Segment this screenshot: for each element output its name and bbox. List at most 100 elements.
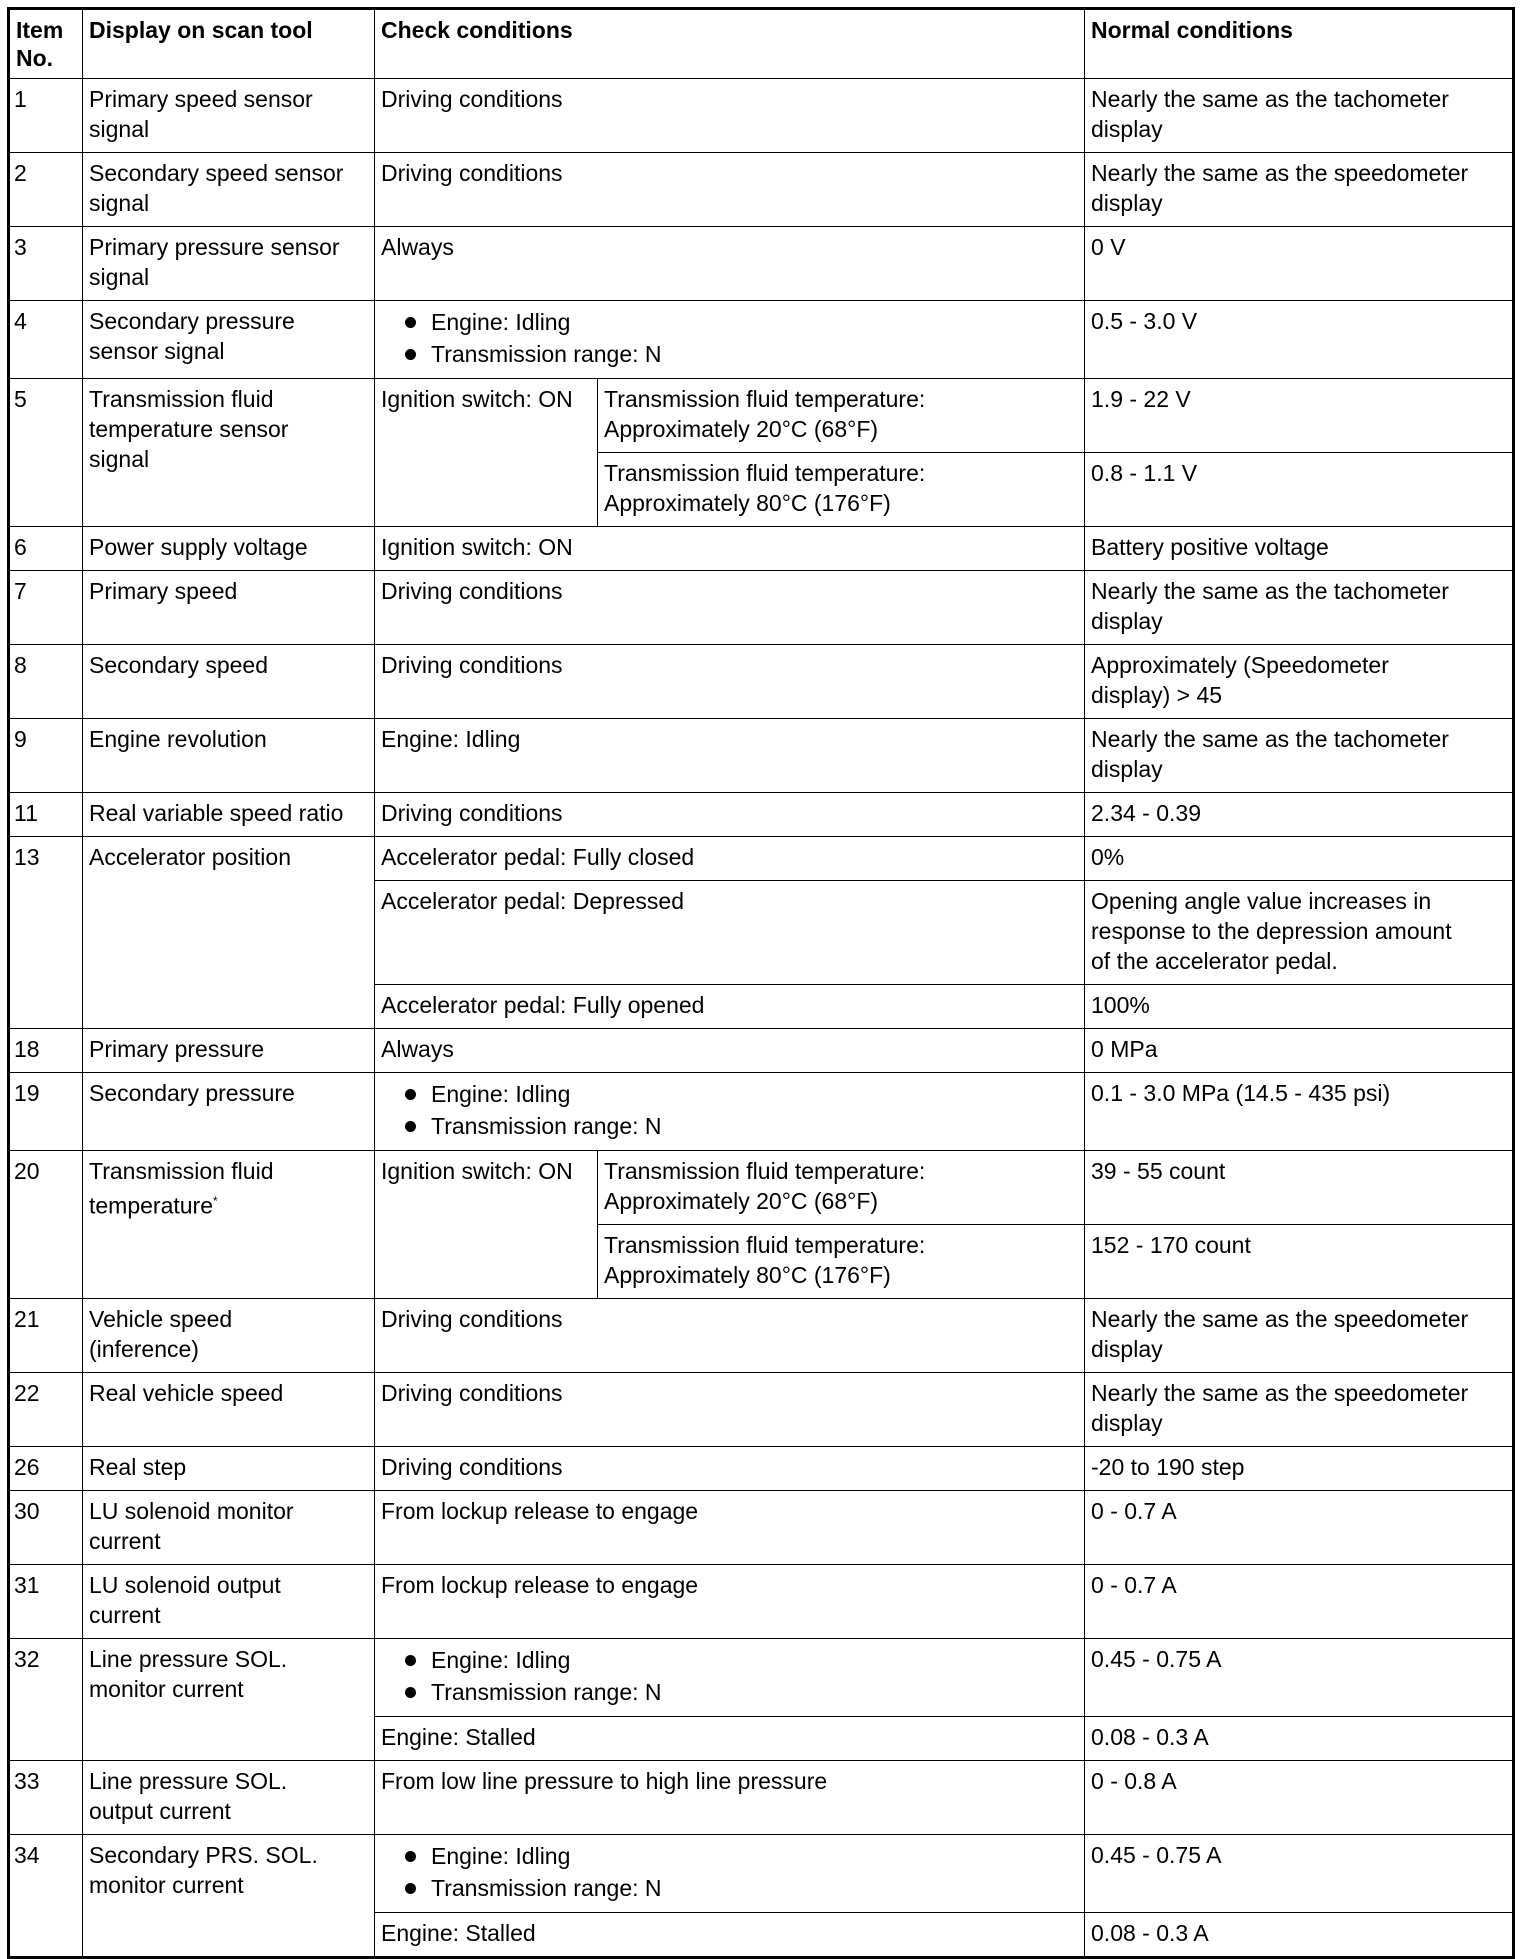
normal-condition: Nearly the same as the speedometer displ… [1084, 1372, 1515, 1447]
condition-bullet-item: Transmission range: N [401, 338, 1078, 370]
check-condition: Ignition switch: ON [373, 526, 1086, 571]
normal-condition: Approximately (Speedometer display) > 45 [1084, 644, 1515, 719]
table-row: 6 Power supply voltage Ignition switch: ON… [8, 526, 1515, 571]
check-condition: Driving conditions [373, 792, 1086, 837]
normal-condition: 2.34 - 0.39 [1084, 792, 1515, 837]
display-on-scan-tool: Real variable speed ratio [82, 792, 375, 837]
table-row: Transmission fluid temperature: Approxim… [9, 1224, 1515, 1299]
table-row: 31 LU solenoid output current From lockup … [8, 1564, 1515, 1639]
scan-tool-reference-table: Item No. Display on scan tool Check cond… [7, 7, 1516, 1959]
table-row: 34 Secondary PRS. SOL. monitor current Eng… [8, 1834, 1515, 1958]
normal-condition: 0.45 - 0.75 A [1084, 1638, 1515, 1717]
check-condition: From low line pressure to high line pres… [373, 1760, 1086, 1835]
item-number: 22 [8, 1372, 83, 1447]
item-number: 21 [8, 1298, 83, 1373]
check-condition: Engine: Idling Transmission range: N [373, 1834, 1086, 1913]
check-condition: Accelerator pedal: Fully closed [373, 836, 1086, 881]
normal-condition: 0.5 - 3.0 V [1084, 300, 1515, 379]
condition-bullet-item: Engine: Idling [401, 1644, 1078, 1676]
check-condition: Engine: Idling [373, 718, 1086, 793]
table-row: 5 Transmission fluid temperature sensor s… [8, 378, 1515, 527]
footnote-marker: * [213, 1194, 218, 1208]
condition-list: Engine: Idling Transmission range: N [381, 1840, 1078, 1904]
condition-list: Engine: Idling Transmission range: N [381, 306, 1078, 370]
display-on-scan-tool: Secondary speed sensor signal [82, 152, 375, 227]
item-number: 4 [8, 300, 83, 379]
item-number: 6 [8, 526, 83, 571]
table-row: 1 Primary speed sensor signal Driving cond… [8, 78, 1515, 153]
check-condition: Accelerator pedal: Depressed [373, 880, 1086, 985]
check-condition: Driving conditions [373, 1372, 1086, 1447]
item-number: 20 [8, 1150, 83, 1299]
normal-condition: Nearly the same as the tachometer displa… [1084, 570, 1515, 645]
normal-condition: 0.08 - 0.3 A [1084, 1716, 1515, 1761]
display-on-scan-tool: Transmission fluid temperature* [82, 1150, 375, 1299]
table-row: 11 Real variable speed ratio Driving condi… [8, 792, 1515, 837]
normal-condition: Opening angle value increases in respons… [1084, 880, 1515, 985]
check-condition: Engine: Idling Transmission range: N [373, 300, 1086, 379]
display-on-scan-tool: Primary speed [82, 570, 375, 645]
table-row: 32 Line pressure SOL. monitor current Engi… [8, 1638, 1515, 1761]
display-on-scan-tool: Accelerator position [82, 836, 375, 1029]
display-on-scan-tool: Engine revolution [82, 718, 375, 793]
table-row: Accelerator pedal: Depressed Opening angl… [9, 880, 1515, 985]
condition-bullet-item: Engine: Idling [401, 306, 1078, 338]
normal-condition: 0.8 - 1.1 V [1084, 452, 1515, 527]
check-condition-group: Ignition switch: ON [374, 378, 598, 527]
display-on-scan-tool: Secondary PRS. SOL. monitor current [82, 1834, 375, 1958]
check-condition: Always [373, 226, 1086, 301]
display-on-scan-tool: Real step [82, 1446, 375, 1491]
check-condition: Driving conditions [373, 1298, 1086, 1373]
item-number: 26 [8, 1446, 83, 1491]
display-on-scan-tool: Primary speed sensor signal [82, 78, 375, 153]
check-condition: Driving conditions [373, 570, 1086, 645]
normal-condition: 0.45 - 0.75 A [1084, 1834, 1515, 1913]
display-on-scan-tool: Secondary speed [82, 644, 375, 719]
display-on-scan-tool: Real vehicle speed [82, 1372, 375, 1447]
item-number: 3 [8, 226, 83, 301]
item-number: 19 [8, 1072, 83, 1151]
document: Item No. Display on scan tool Check cond… [7, 7, 1516, 1959]
normal-condition: 0% [1084, 836, 1515, 881]
normal-condition: 39 - 55 count [1084, 1150, 1515, 1225]
item-number: 1 [8, 78, 83, 153]
display-on-scan-tool: Primary pressure sensor signal [82, 226, 375, 301]
display-on-scan-tool: Primary pressure [82, 1028, 375, 1073]
table-row: Accelerator pedal: Fully opened 100% [9, 984, 1515, 1029]
display-on-scan-tool: Vehicle speed (inference) [82, 1298, 375, 1373]
table-row: 13 Accelerator position Accelerator pedal:… [8, 836, 1515, 1029]
check-condition: From lockup release to engage [373, 1490, 1086, 1565]
item-number: 8 [8, 644, 83, 719]
normal-condition: Nearly the same as the tachometer displa… [1084, 78, 1515, 153]
item-number: 11 [8, 792, 83, 837]
normal-condition: 0 - 0.8 A [1084, 1760, 1515, 1835]
condition-bullet-item: Transmission range: N [401, 1872, 1078, 1904]
item-number: 31 [8, 1564, 83, 1639]
normal-condition: Battery positive voltage [1084, 526, 1515, 571]
table-row: 30 LU solenoid monitor current From lockup… [8, 1490, 1515, 1565]
check-condition-group: Ignition switch: ON [374, 1150, 598, 1299]
header-normal-conditions: Normal conditions [1084, 8, 1515, 79]
condition-bullet-item: Engine: Idling [401, 1078, 1078, 1110]
check-condition: Engine: Stalled [373, 1912, 1086, 1958]
check-sub-condition: Transmission fluid temperature: Approxim… [596, 452, 1086, 527]
condition-bullet-item: Engine: Idling [401, 1840, 1078, 1872]
display-on-scan-tool: Transmission fluid temperature sensor si… [82, 378, 375, 527]
header-item-no: Item No. [8, 8, 83, 79]
normal-condition: -20 to 190 step [1084, 1446, 1515, 1491]
condition-list: Engine: Idling Transmission range: N [381, 1078, 1078, 1142]
table-row: 33 Line pressure SOL. output current From … [8, 1760, 1515, 1835]
table-row: 18 Primary pressure Always 0 MPa [8, 1028, 1515, 1073]
display-on-scan-tool: LU solenoid output current [82, 1564, 375, 1639]
check-condition: Engine: Idling Transmission range: N [373, 1072, 1086, 1151]
item-number: 2 [8, 152, 83, 227]
check-sub-condition: Transmission fluid temperature: Approxim… [596, 1150, 1086, 1225]
check-condition: From lockup release to engage [373, 1564, 1086, 1639]
table-row: 3 Primary pressure sensor signal Always 0 V [8, 226, 1515, 301]
normal-condition: 0 - 0.7 A [1084, 1490, 1515, 1565]
check-sub-condition: Transmission fluid temperature: Approxim… [596, 1224, 1086, 1299]
item-number: 5 [8, 378, 83, 527]
display-on-scan-tool: LU solenoid monitor current [82, 1490, 375, 1565]
item-number: 33 [8, 1760, 83, 1835]
condition-bullet-item: Transmission range: N [401, 1676, 1078, 1708]
